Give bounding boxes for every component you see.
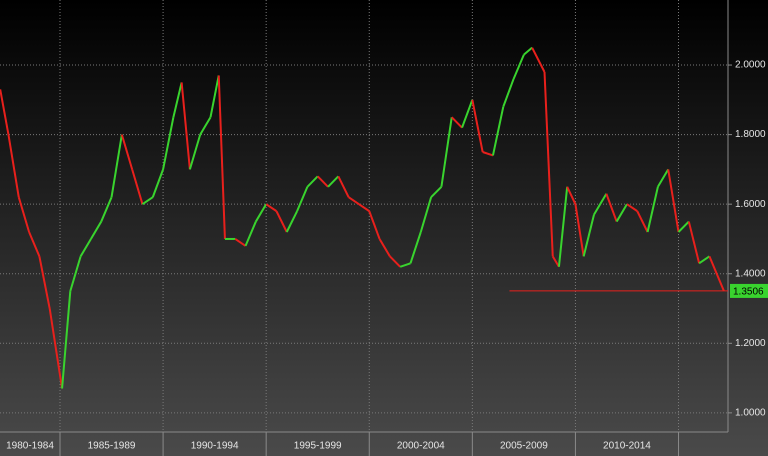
price-segment: [275, 210, 288, 233]
price-segment: [199, 116, 212, 136]
price-segment: [557, 186, 569, 267]
price-segment: [28, 231, 41, 257]
price-segment: [582, 214, 595, 257]
y-tick-label: 1.0000: [735, 408, 766, 419]
price-segment: [543, 71, 554, 257]
price-segment: [708, 255, 725, 292]
price-segment: [180, 82, 191, 170]
price-segment: [255, 203, 268, 223]
x-tick-label: 2010-2014: [603, 441, 651, 452]
price-segment: [615, 203, 628, 223]
price-segment: [209, 75, 220, 118]
price-segment: [265, 203, 278, 212]
price-segment: [531, 47, 546, 73]
price-segment: [100, 196, 113, 222]
price-segment: [79, 238, 92, 257]
price-segment: [131, 169, 144, 205]
price-segment: [317, 175, 329, 188]
price-segment: [646, 186, 659, 233]
price-segment: [593, 193, 608, 216]
price-segment: [368, 210, 381, 240]
price-segment: [566, 186, 577, 205]
price-segment: [120, 134, 134, 170]
price-segment: [626, 203, 638, 212]
price-segment: [48, 308, 64, 389]
price-segment: [502, 78, 515, 108]
price-segment: [461, 99, 474, 128]
price-segment: [69, 256, 82, 292]
price-segment: [657, 168, 670, 188]
price-segment: [491, 106, 505, 156]
price-segment: [667, 169, 680, 233]
price-segment: [141, 196, 154, 206]
price-segment: [440, 117, 453, 187]
price-segment: [698, 255, 711, 265]
price-segment: [0, 89, 10, 135]
price-segment: [110, 134, 123, 198]
price-segment: [677, 220, 690, 233]
price-segment: [188, 134, 202, 170]
x-tick-label: 1990-1994: [191, 441, 239, 452]
price-segment: [358, 203, 370, 212]
price-segment: [17, 196, 31, 233]
price-segment: [327, 175, 340, 188]
price-segment: [636, 210, 649, 233]
last-value-label: 1.3506: [733, 287, 764, 298]
price-segment: [90, 221, 103, 240]
price-segment: [409, 231, 422, 264]
price-segment: [337, 175, 350, 198]
price-segment: [296, 186, 309, 212]
price-segment: [451, 116, 463, 129]
price-segment: [217, 75, 226, 239]
price-segment: [574, 204, 585, 257]
price-segment: [7, 134, 20, 198]
price-segment: [172, 82, 183, 118]
last-value-box: [730, 283, 768, 298]
price-segment: [151, 169, 165, 198]
x-tick-label: 2005-2009: [500, 441, 548, 452]
price-segment: [38, 256, 51, 309]
x-tick-label: 1995-1999: [294, 441, 342, 452]
price-segment: [61, 291, 72, 389]
price-segment: [430, 186, 443, 198]
price-segment: [482, 151, 494, 157]
price-segment: [244, 221, 257, 247]
price-segment: [389, 255, 401, 268]
price-segment: [687, 221, 701, 264]
price-segment: [399, 262, 411, 268]
y-tick-label: 1.2000: [735, 338, 766, 349]
price-segment: [419, 196, 433, 233]
price-segment: [378, 238, 391, 257]
price-segment: [605, 193, 618, 222]
y-tick-label: 1.8000: [735, 129, 766, 140]
y-tick-label: 1.6000: [735, 199, 766, 210]
x-tick-label: 1985-1989: [88, 441, 136, 452]
price-segment: [306, 175, 319, 188]
y-tick-label: 2.0000: [735, 60, 766, 71]
x-tick-label: 2000-2004: [397, 441, 445, 452]
price-segment: [471, 99, 484, 153]
price-segment: [234, 238, 247, 247]
price-segment: [348, 196, 360, 206]
price-segment: [512, 54, 525, 80]
price-segment: [523, 46, 533, 56]
price-segment: [162, 117, 175, 170]
y-tick-label: 1.4000: [735, 268, 766, 279]
price-segment: [551, 255, 560, 268]
price-segment: [285, 210, 298, 233]
x-tick-label: 1980-1984: [6, 441, 54, 452]
